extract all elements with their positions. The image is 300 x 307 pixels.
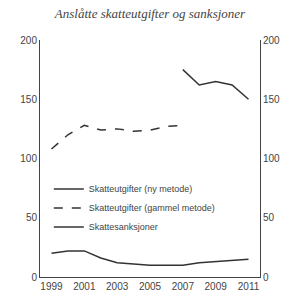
svg-text:0: 0 <box>263 272 269 283</box>
svg-text:50: 50 <box>26 212 38 223</box>
svg-text:Skattesanksjoner: Skattesanksjoner <box>89 222 158 232</box>
svg-text:Skatteutgifter (gammel metode): Skatteutgifter (gammel metode) <box>89 203 215 213</box>
svg-text:50: 50 <box>263 212 275 223</box>
svg-text:200: 200 <box>20 35 37 46</box>
svg-text:150: 150 <box>20 94 37 105</box>
svg-text:100: 100 <box>263 153 280 164</box>
svg-text:Anslåtte skatteutgifter og san: Anslåtte skatteutgifter og sanksjoner <box>54 6 246 21</box>
svg-text:2003: 2003 <box>106 281 129 292</box>
svg-text:2011: 2011 <box>238 281 260 292</box>
svg-text:2009: 2009 <box>205 281 228 292</box>
svg-text:Skatteutgifter (ny metode): Skatteutgifter (ny metode) <box>89 184 193 194</box>
svg-text:2001: 2001 <box>73 281 96 292</box>
svg-text:2005: 2005 <box>139 281 162 292</box>
svg-text:2007: 2007 <box>172 281 195 292</box>
svg-text:200: 200 <box>263 35 280 46</box>
svg-text:1999: 1999 <box>40 281 63 292</box>
svg-text:0: 0 <box>31 272 37 283</box>
svg-text:100: 100 <box>20 153 37 164</box>
svg-text:150: 150 <box>263 94 280 105</box>
